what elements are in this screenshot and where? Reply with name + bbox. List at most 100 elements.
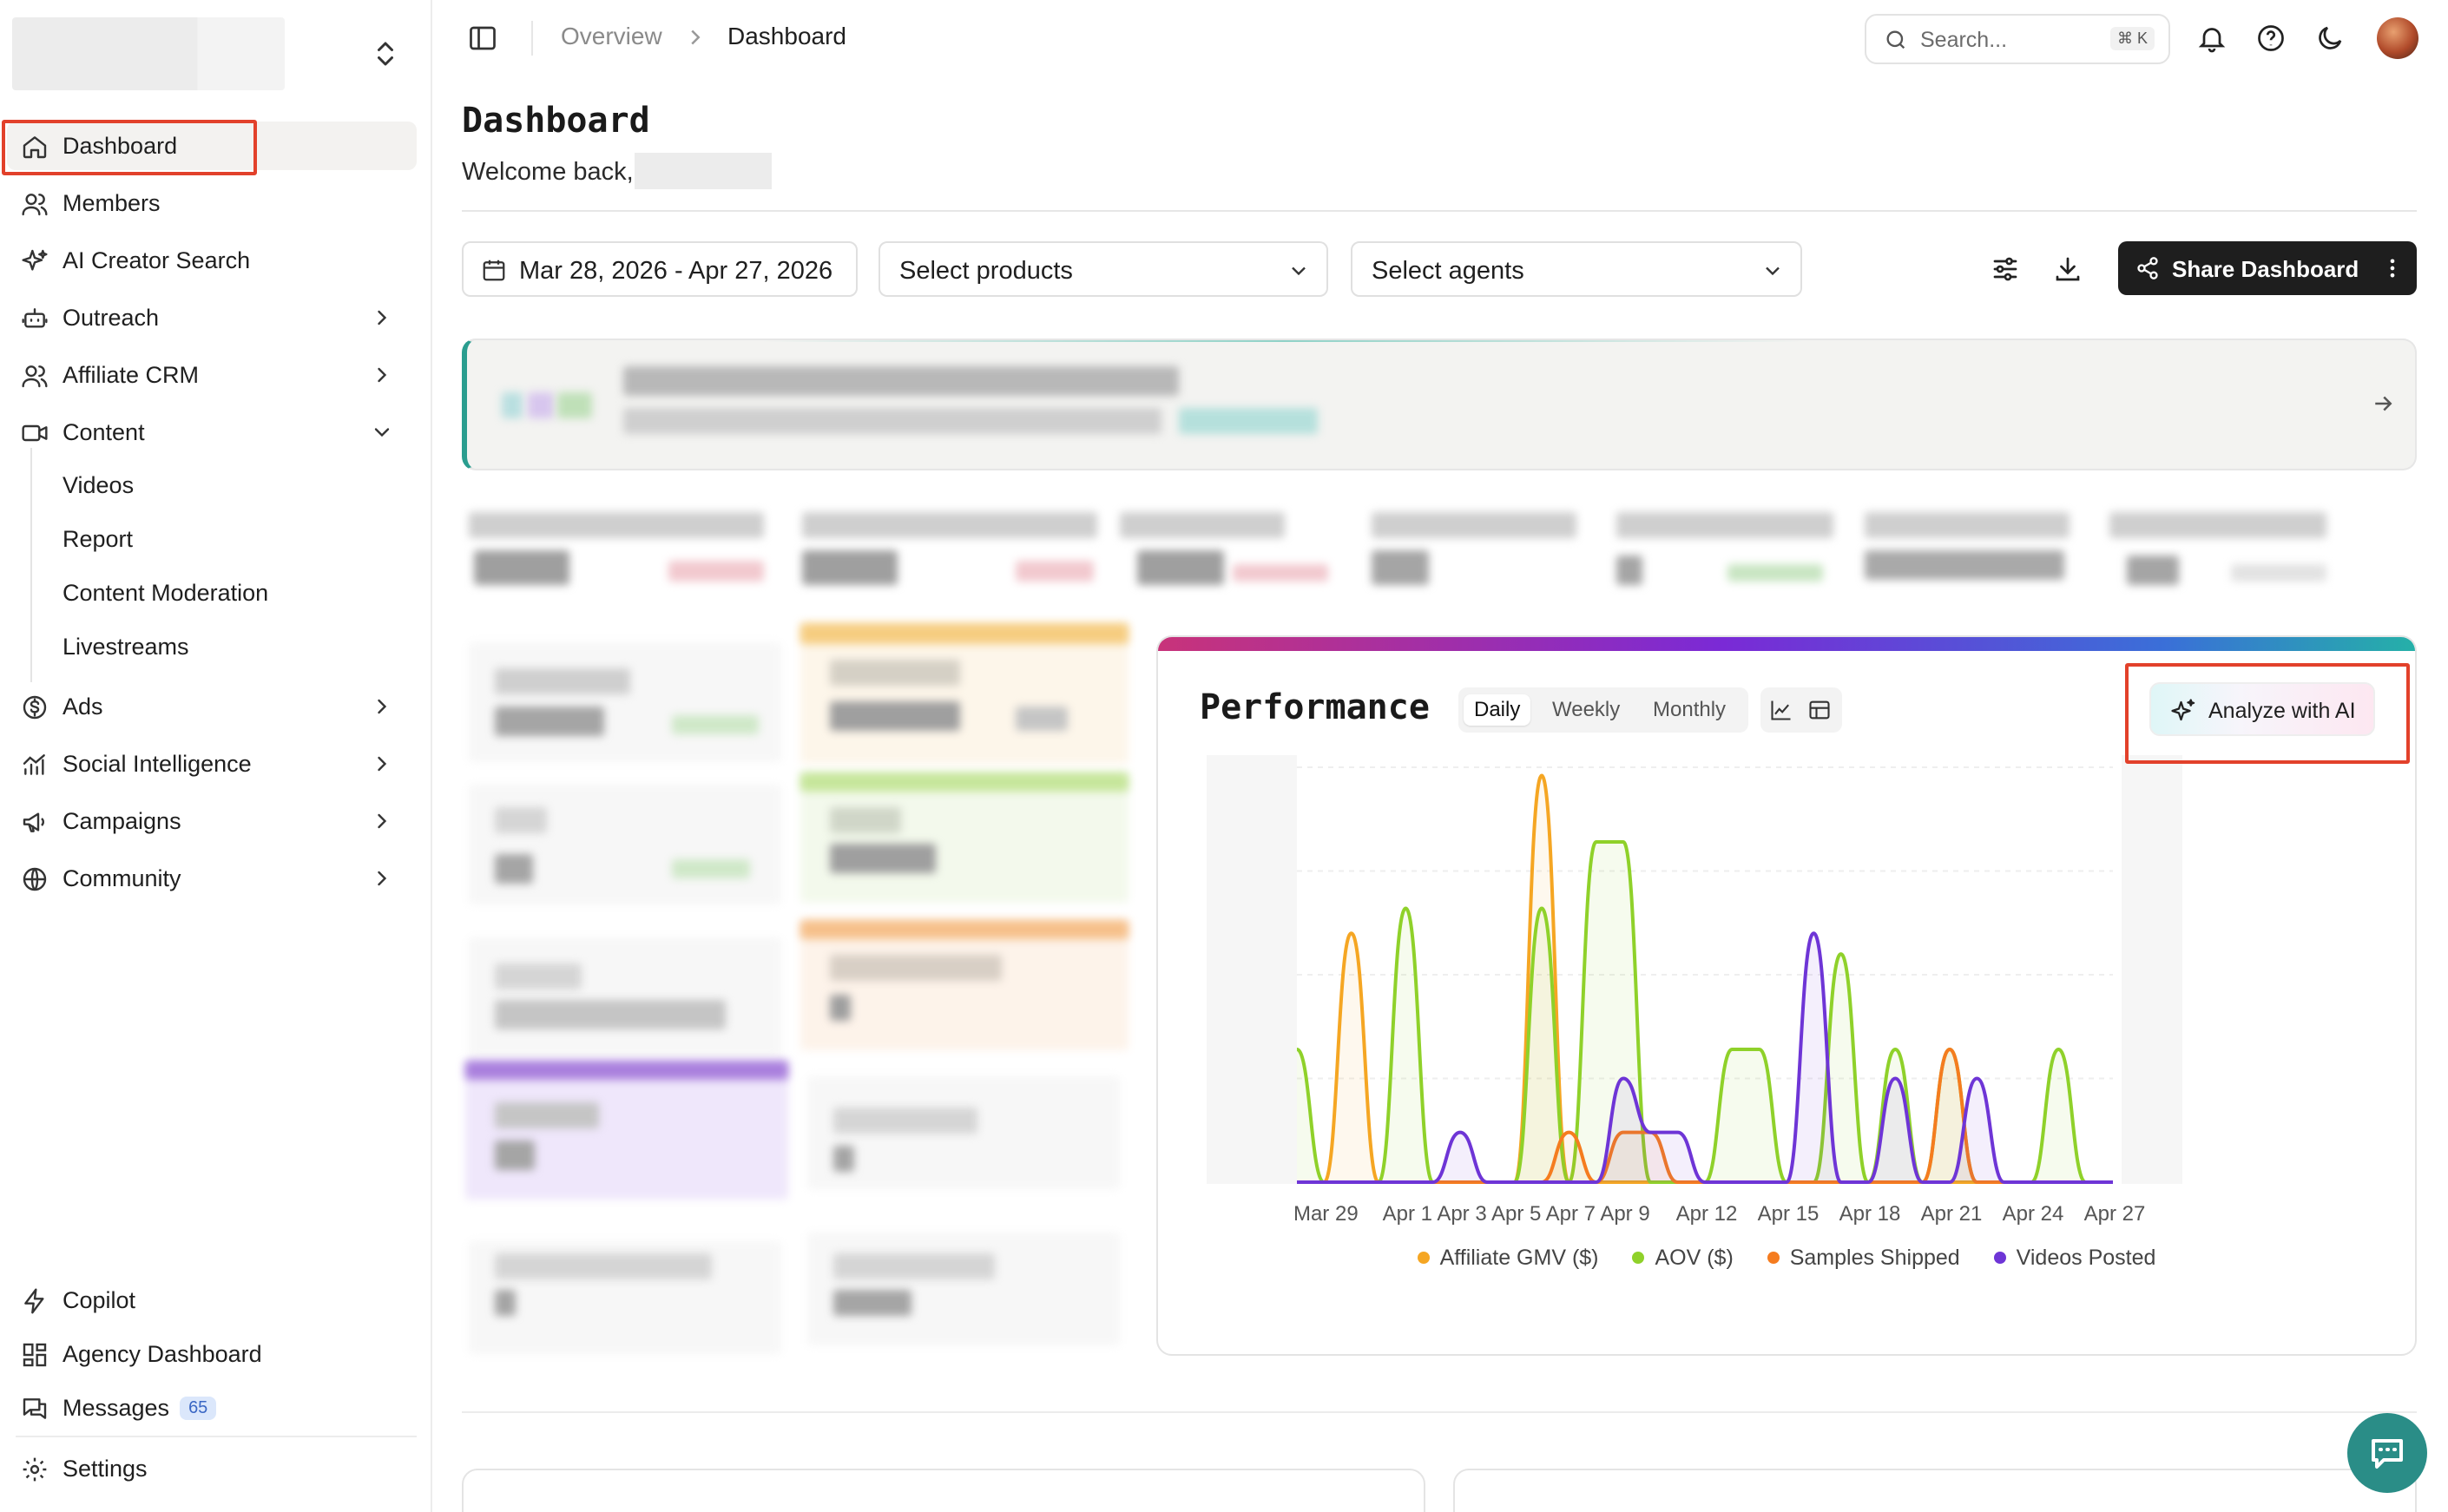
view-toggle <box>1760 687 1842 733</box>
sidebar-item-ai-creator-search[interactable]: AI Creator Search <box>7 236 417 285</box>
sidebar-item-affiliate-crm[interactable]: Affiliate CRM <box>7 351 417 399</box>
card-blur <box>495 668 630 694</box>
moon-icon[interactable] <box>2314 23 2346 54</box>
dollar-icon <box>23 695 47 720</box>
analyze-with-ai-label: Analyze with AI <box>2208 699 2356 723</box>
users-icon <box>22 194 48 216</box>
chart-side-panel <box>2122 755 2182 1184</box>
sidebar-item-dashboard[interactable]: Dashboard <box>7 122 417 170</box>
chat-support-button[interactable] <box>2347 1413 2427 1493</box>
arrow-right-icon[interactable] <box>2370 391 2396 417</box>
stat-blur <box>1727 564 1823 582</box>
sidebar-item-copilot[interactable]: Copilot <box>7 1276 417 1325</box>
search-input[interactable]: Search... ⌘ K <box>1865 14 2170 64</box>
stat-blur <box>1865 512 2070 538</box>
announcement-banner[interactable] <box>462 339 2417 470</box>
share-dashboard-button[interactable]: Share Dashboard <box>2118 241 2417 295</box>
chevron-down-icon <box>374 428 390 437</box>
home-icon <box>23 136 47 159</box>
page-title: Dashboard <box>462 101 650 141</box>
legend-swatch <box>1632 1252 1645 1264</box>
line-chart-icon[interactable] <box>1769 698 1793 722</box>
sidebar-item-social-intelligence[interactable]: Social Intelligence <box>7 740 417 788</box>
sparkles-icon <box>2171 699 2195 721</box>
legend-item[interactable]: Affiliate GMV ($) <box>1417 1246 1599 1271</box>
sidebar-item-agency-dashboard[interactable]: Agency Dashboard <box>7 1330 417 1378</box>
banner-blur <box>623 408 1161 434</box>
sidebar-item-label: Members <box>63 189 161 216</box>
stat-blur <box>2127 555 2179 585</box>
analyze-with-ai-button[interactable]: Analyze with AI <box>2149 682 2375 736</box>
sidebar-item-campaigns[interactable]: Campaigns <box>7 797 417 845</box>
legend-swatch <box>1767 1252 1780 1264</box>
products-placeholder: Select products <box>899 257 1073 285</box>
robot-icon <box>22 308 48 328</box>
products-select[interactable]: Select products <box>879 241 1328 297</box>
card-gradient-bar <box>1158 637 2415 651</box>
table-icon[interactable] <box>1807 698 1832 722</box>
sidebar-item-label: Affiliate CRM <box>63 361 200 388</box>
sidebar-subitem-content-moderation[interactable]: Content Moderation <box>63 579 269 606</box>
tab-weekly[interactable]: Weekly <box>1552 698 1621 721</box>
sidebar-item-ads[interactable]: Ads <box>7 682 417 731</box>
tab-daily[interactable]: Daily <box>1464 694 1531 726</box>
sidebar-subitem-videos[interactable]: Videos <box>63 471 135 498</box>
stat-blur <box>2109 512 2326 538</box>
sidebar-item-settings[interactable]: Settings <box>7 1444 417 1493</box>
x-tick-label: Apr 21 <box>1921 1202 1983 1226</box>
user-name-redacted <box>635 153 772 189</box>
calendar-icon <box>483 260 505 281</box>
legend-item[interactable]: Videos Posted <box>1993 1245 2156 1271</box>
sidebar-item-messages[interactable]: Messages 65 <box>7 1384 417 1432</box>
chat-icon <box>2372 1439 2403 1469</box>
card-blur <box>800 772 1129 792</box>
sidebar-subitem-livestreams[interactable]: Livestreams <box>63 633 189 660</box>
download-icon[interactable] <box>2052 253 2083 285</box>
tab-monthly[interactable]: Monthly <box>1653 698 1727 721</box>
workspace-logo[interactable] <box>12 17 285 90</box>
series-area <box>1297 1049 2113 1182</box>
sidebar-item-community[interactable]: Community <box>7 854 417 903</box>
stat-blur <box>802 550 898 585</box>
sidebar-subitem-report[interactable]: Report <box>63 525 134 552</box>
card-blur <box>800 920 1129 1050</box>
sidebar-item-members[interactable]: Members <box>7 179 417 227</box>
performance-card: Performance Daily Weekly Monthly Analyze… <box>1156 635 2417 1356</box>
messages-icon <box>23 1398 47 1419</box>
stat-blur <box>1137 550 1224 585</box>
stat-blur <box>1120 512 1285 538</box>
search-placeholder: Search... <box>1920 28 2008 52</box>
legend-item[interactable]: Samples Shipped <box>1767 1246 1960 1271</box>
card-blur <box>495 854 533 884</box>
card-blur <box>465 1061 788 1080</box>
card-blur <box>833 1146 854 1172</box>
avatar[interactable] <box>2377 17 2418 59</box>
bottom-card <box>462 1469 1425 1512</box>
breadcrumb-overview[interactable]: Overview <box>561 23 662 49</box>
legend-swatch <box>1993 1252 2006 1264</box>
share-icon <box>2137 257 2158 279</box>
chevron-up-down-icon[interactable] <box>370 38 401 69</box>
stat-blur <box>1372 512 1576 538</box>
more-vertical-icon[interactable] <box>2380 256 2405 280</box>
banner-blur <box>557 392 592 418</box>
unread-count-badge: 65 <box>180 1396 217 1420</box>
sidebar-toggle-icon[interactable] <box>467 23 498 54</box>
legend-item[interactable]: AOV ($) <box>1632 1246 1734 1271</box>
agents-select[interactable]: Select agents <box>1351 241 1802 297</box>
divider <box>531 21 533 56</box>
sidebar-item-content[interactable]: Content <box>7 408 417 457</box>
legend-label: Videos Posted <box>2016 1245 2156 1270</box>
sidebar-item-outreach[interactable]: Outreach <box>7 293 417 342</box>
card-blur <box>495 1141 535 1170</box>
card-blur <box>830 955 1002 981</box>
card-blur <box>495 707 604 736</box>
sidebar-item-label: Community <box>63 864 181 891</box>
date-range-picker[interactable]: Mar 28, 2026 - Apr 27, 2026 <box>462 241 858 297</box>
legend-label: Samples Shipped <box>1789 1245 1960 1270</box>
sliders-icon[interactable] <box>1990 253 2021 285</box>
help-icon[interactable] <box>2255 23 2287 54</box>
performance-chart: Mar 29 Apr 1 Apr 3 Apr 5 Apr 7 Apr 9 Apr 12 Apr… <box>1207 755 2182 1226</box>
bell-icon[interactable] <box>2196 23 2228 54</box>
stat-blur <box>2231 564 2326 582</box>
